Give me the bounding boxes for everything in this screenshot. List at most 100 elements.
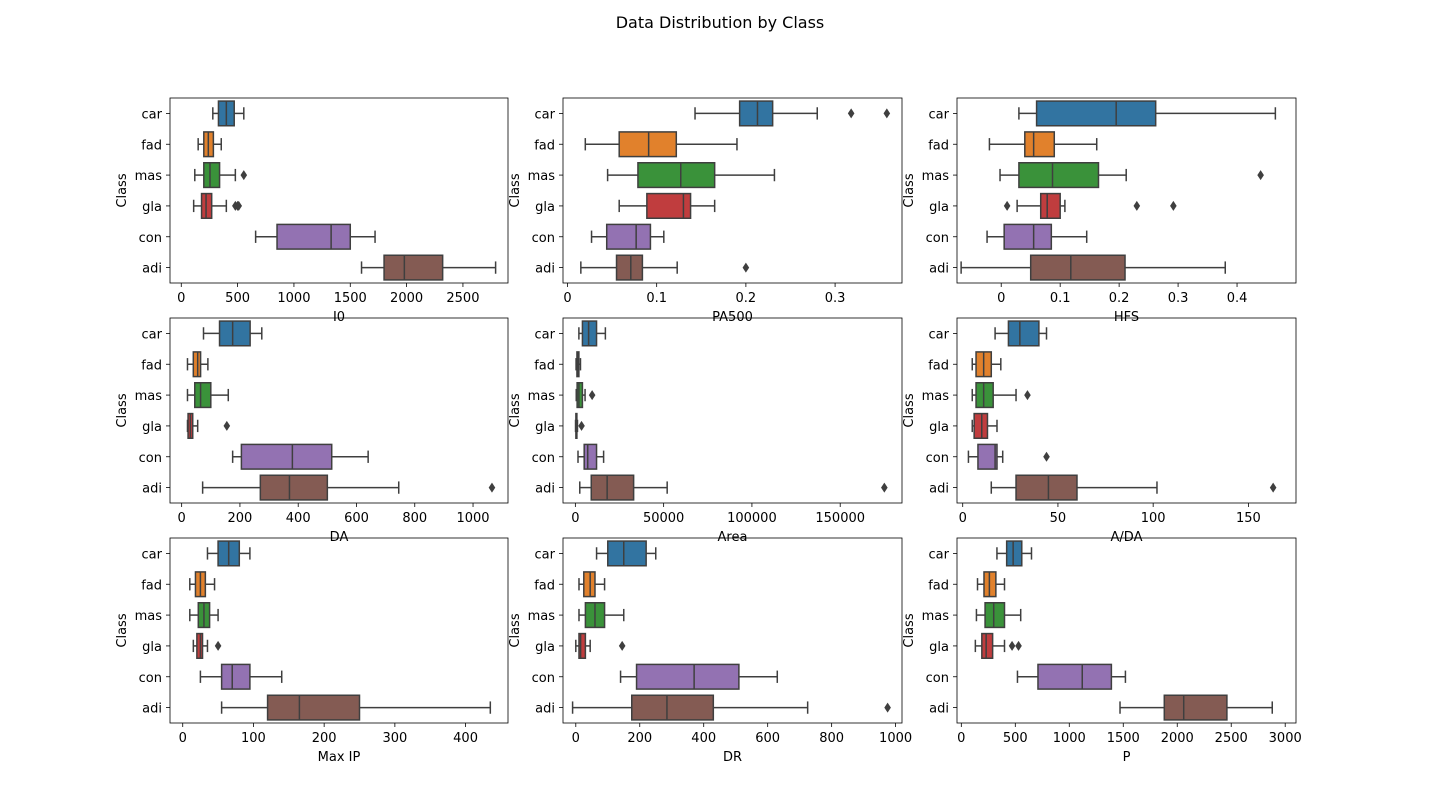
box-fad (186, 351, 209, 378)
subplot-dr: car fad mas gla con adi 0 200 400 600 800 1000 DR Cla… (508, 537, 912, 765)
x-tick-label-2: 400 (691, 731, 716, 746)
box-car (994, 320, 1048, 347)
box-car (595, 540, 657, 567)
box-con (199, 663, 283, 690)
y-tick-label-gla: gla (535, 200, 555, 215)
iqr-box (984, 602, 1006, 629)
x-tick-label-4: 800 (402, 511, 427, 526)
x-tick-label-2: 1000 (277, 291, 310, 306)
y-tick-label-car: car (929, 107, 950, 122)
outlier-0 (488, 482, 496, 493)
y-tick-label-car: car (535, 327, 556, 342)
y-tick-label-gla: gla (535, 420, 555, 435)
box-gla (974, 632, 1022, 659)
x-tick-label-1: 0.1 (1050, 291, 1071, 306)
y-tick-label-mas: mas (135, 169, 163, 184)
x-axis-label: PA500 (712, 310, 753, 325)
iqr-box (266, 694, 361, 721)
iqr-box (977, 443, 998, 470)
outlier-0 (588, 390, 596, 401)
x-tick-label-5: 1000 (879, 731, 912, 746)
y-tick-label-mas: mas (922, 389, 950, 404)
outlier-0 (578, 420, 585, 431)
box-adi (960, 254, 1227, 281)
x-tick-label-1: 500 (225, 291, 250, 306)
outlier-1 (1133, 200, 1141, 211)
outlier-0 (742, 262, 750, 273)
x-tick-label-2: 0.2 (736, 291, 757, 306)
outlier-0 (1257, 170, 1264, 181)
y-tick-label-fad: fad (141, 138, 162, 153)
iqr-box (618, 131, 678, 158)
y-tick-label-con: con (926, 451, 949, 466)
iqr-box (1018, 162, 1100, 189)
axes-frame (169, 317, 509, 504)
x-tick-label-3: 600 (755, 731, 780, 746)
iqr-box (1037, 663, 1113, 690)
box-car (996, 540, 1033, 567)
y-tick-label-mas: mas (135, 609, 163, 624)
x-tick-label-1: 500 (1003, 731, 1028, 746)
iqr-box (576, 382, 584, 409)
y-tick-label-fad: fad (534, 578, 555, 593)
iqr-box (975, 382, 994, 409)
outlier-1 (883, 108, 891, 119)
outlier-0 (1003, 200, 1011, 211)
box-mas (606, 162, 776, 189)
outlier-0 (1024, 390, 1031, 401)
x-tick-label-2: 200 (312, 731, 337, 746)
x-axis-label: Area (718, 530, 748, 545)
outlier-0 (240, 170, 248, 181)
x-tick-label-2: 100000 (727, 511, 777, 526)
x-tick-label-3: 1500 (1107, 731, 1140, 746)
box-con (619, 663, 779, 690)
outlier-2 (1170, 200, 1177, 211)
x-tick-label-0: 0 (563, 291, 571, 306)
y-tick-label-fad: fad (141, 578, 162, 593)
y-tick-label-fad: fad (141, 358, 162, 373)
box-con (577, 443, 605, 470)
x-tick-label-2: 0.2 (1109, 291, 1130, 306)
iqr-box (240, 443, 333, 470)
y-tick-label-adi: adi (929, 702, 949, 717)
axes-frame (956, 317, 1297, 504)
box-con (254, 223, 376, 250)
outlier-0 (1043, 451, 1050, 462)
iqr-box (605, 223, 652, 250)
y-tick-label-gla: gla (535, 640, 555, 655)
subplot-a-da: car fad mas gla con adi 0 50 100 150 A/DA Class (902, 317, 1297, 545)
subplot-area: car fad mas gla con adi 0 50000 100000 150000 Area… (508, 317, 903, 545)
x-tick-label-4: 400 (453, 731, 478, 746)
y-tick-label-car: car (142, 547, 163, 562)
axes-frame (956, 97, 1297, 284)
outlier-0 (884, 702, 891, 713)
box-fad (575, 351, 582, 378)
iqr-box (578, 632, 587, 659)
box-mas (578, 602, 625, 629)
box-fad (971, 351, 1002, 378)
x-tick-label-2: 400 (286, 511, 311, 526)
outlier-0 (847, 108, 855, 119)
iqr-box (1003, 223, 1053, 250)
y-tick-label-adi: adi (929, 482, 949, 497)
y-tick-label-adi: adi (142, 262, 162, 277)
x-tick-label-4: 0.4 (1227, 291, 1248, 306)
y-axis-label: Class (508, 173, 523, 207)
y-tick-label-adi: adi (535, 262, 555, 277)
x-tick-label-6: 3000 (1269, 731, 1302, 746)
x-tick-label-3: 600 (344, 511, 369, 526)
box-car (578, 320, 607, 347)
iqr-box (1035, 100, 1157, 127)
x-tick-label-4: 800 (819, 731, 844, 746)
box-fad (189, 571, 216, 598)
y-axis-label: Class (902, 613, 917, 647)
y-tick-label-adi: adi (142, 482, 162, 497)
x-tick-label-2: 100 (1141, 511, 1166, 526)
iqr-box (583, 443, 598, 470)
box-gla (192, 192, 243, 219)
subplot-hfs: car fad mas gla con adi 0 0.1 0.2 0.3 0.4 HFS Class (902, 97, 1297, 325)
iqr-box (194, 382, 212, 409)
y-tick-label-car: car (929, 327, 950, 342)
y-tick-label-fad: fad (534, 358, 555, 373)
box-mas (971, 382, 1031, 409)
